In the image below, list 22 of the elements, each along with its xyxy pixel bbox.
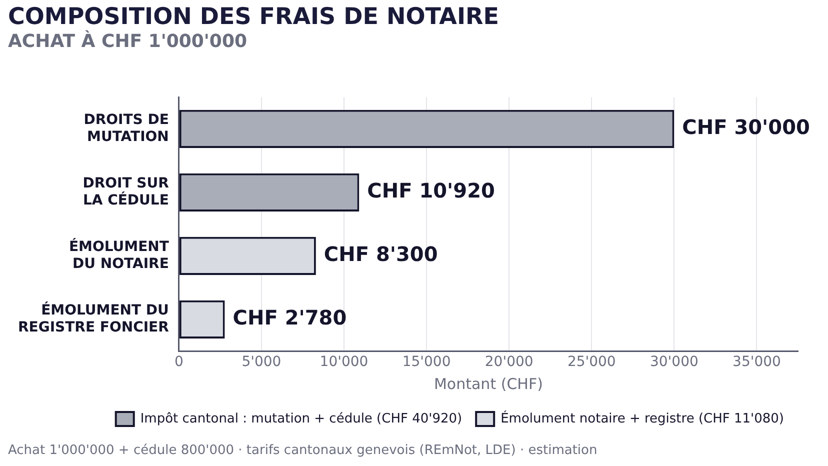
y-tick-label: ÉMOLUMENT DU REGISTRE FONCIER	[18, 302, 170, 336]
legend-label: Émolument notaire + registre (CHF 11'080)	[500, 409, 784, 426]
data-label: CHF 30'000	[682, 115, 810, 140]
y-tick-label: ÉMOLUMENT DU NOTAIRE	[68, 238, 170, 272]
x-axis-title: Montant (CHF)	[434, 374, 543, 393]
y-tick-label: DROITS DE MUTATION	[84, 112, 169, 145]
x-tick-label: 30'000	[650, 354, 698, 370]
x-tick-label: 10'000	[320, 354, 368, 370]
x-tick-label: 0	[174, 354, 184, 370]
text: Achat 1'000'000 + cédule 800'000 · tarifs cantonaux genevois (REmNot, LDE) · estimation	[8, 443, 598, 458]
x-tick-label: 25'000	[567, 354, 616, 370]
data-label: CHF 2'780	[232, 306, 347, 330]
x-tick-label: 5'000	[242, 354, 282, 370]
y-tick-label: DROIT SUR LA CÉDULE	[82, 176, 170, 208]
data-label: CHF 8'300	[324, 242, 438, 266]
x-tick-label: 35'000	[732, 354, 781, 370]
legend-label: Impôt cantonal : mutation + cédule (CHF 40'920)	[140, 411, 462, 426]
chart-subtitle: ACHAT À CHF 1'000'000	[8, 30, 248, 52]
x-tick-label: 15'000	[402, 354, 451, 370]
data-label: CHF 10'920	[367, 178, 495, 203]
x-tick-label: 20'000	[484, 354, 534, 370]
chart-title: COMPOSITION DES FRAIS DE NOTAIRE	[8, 4, 499, 30]
